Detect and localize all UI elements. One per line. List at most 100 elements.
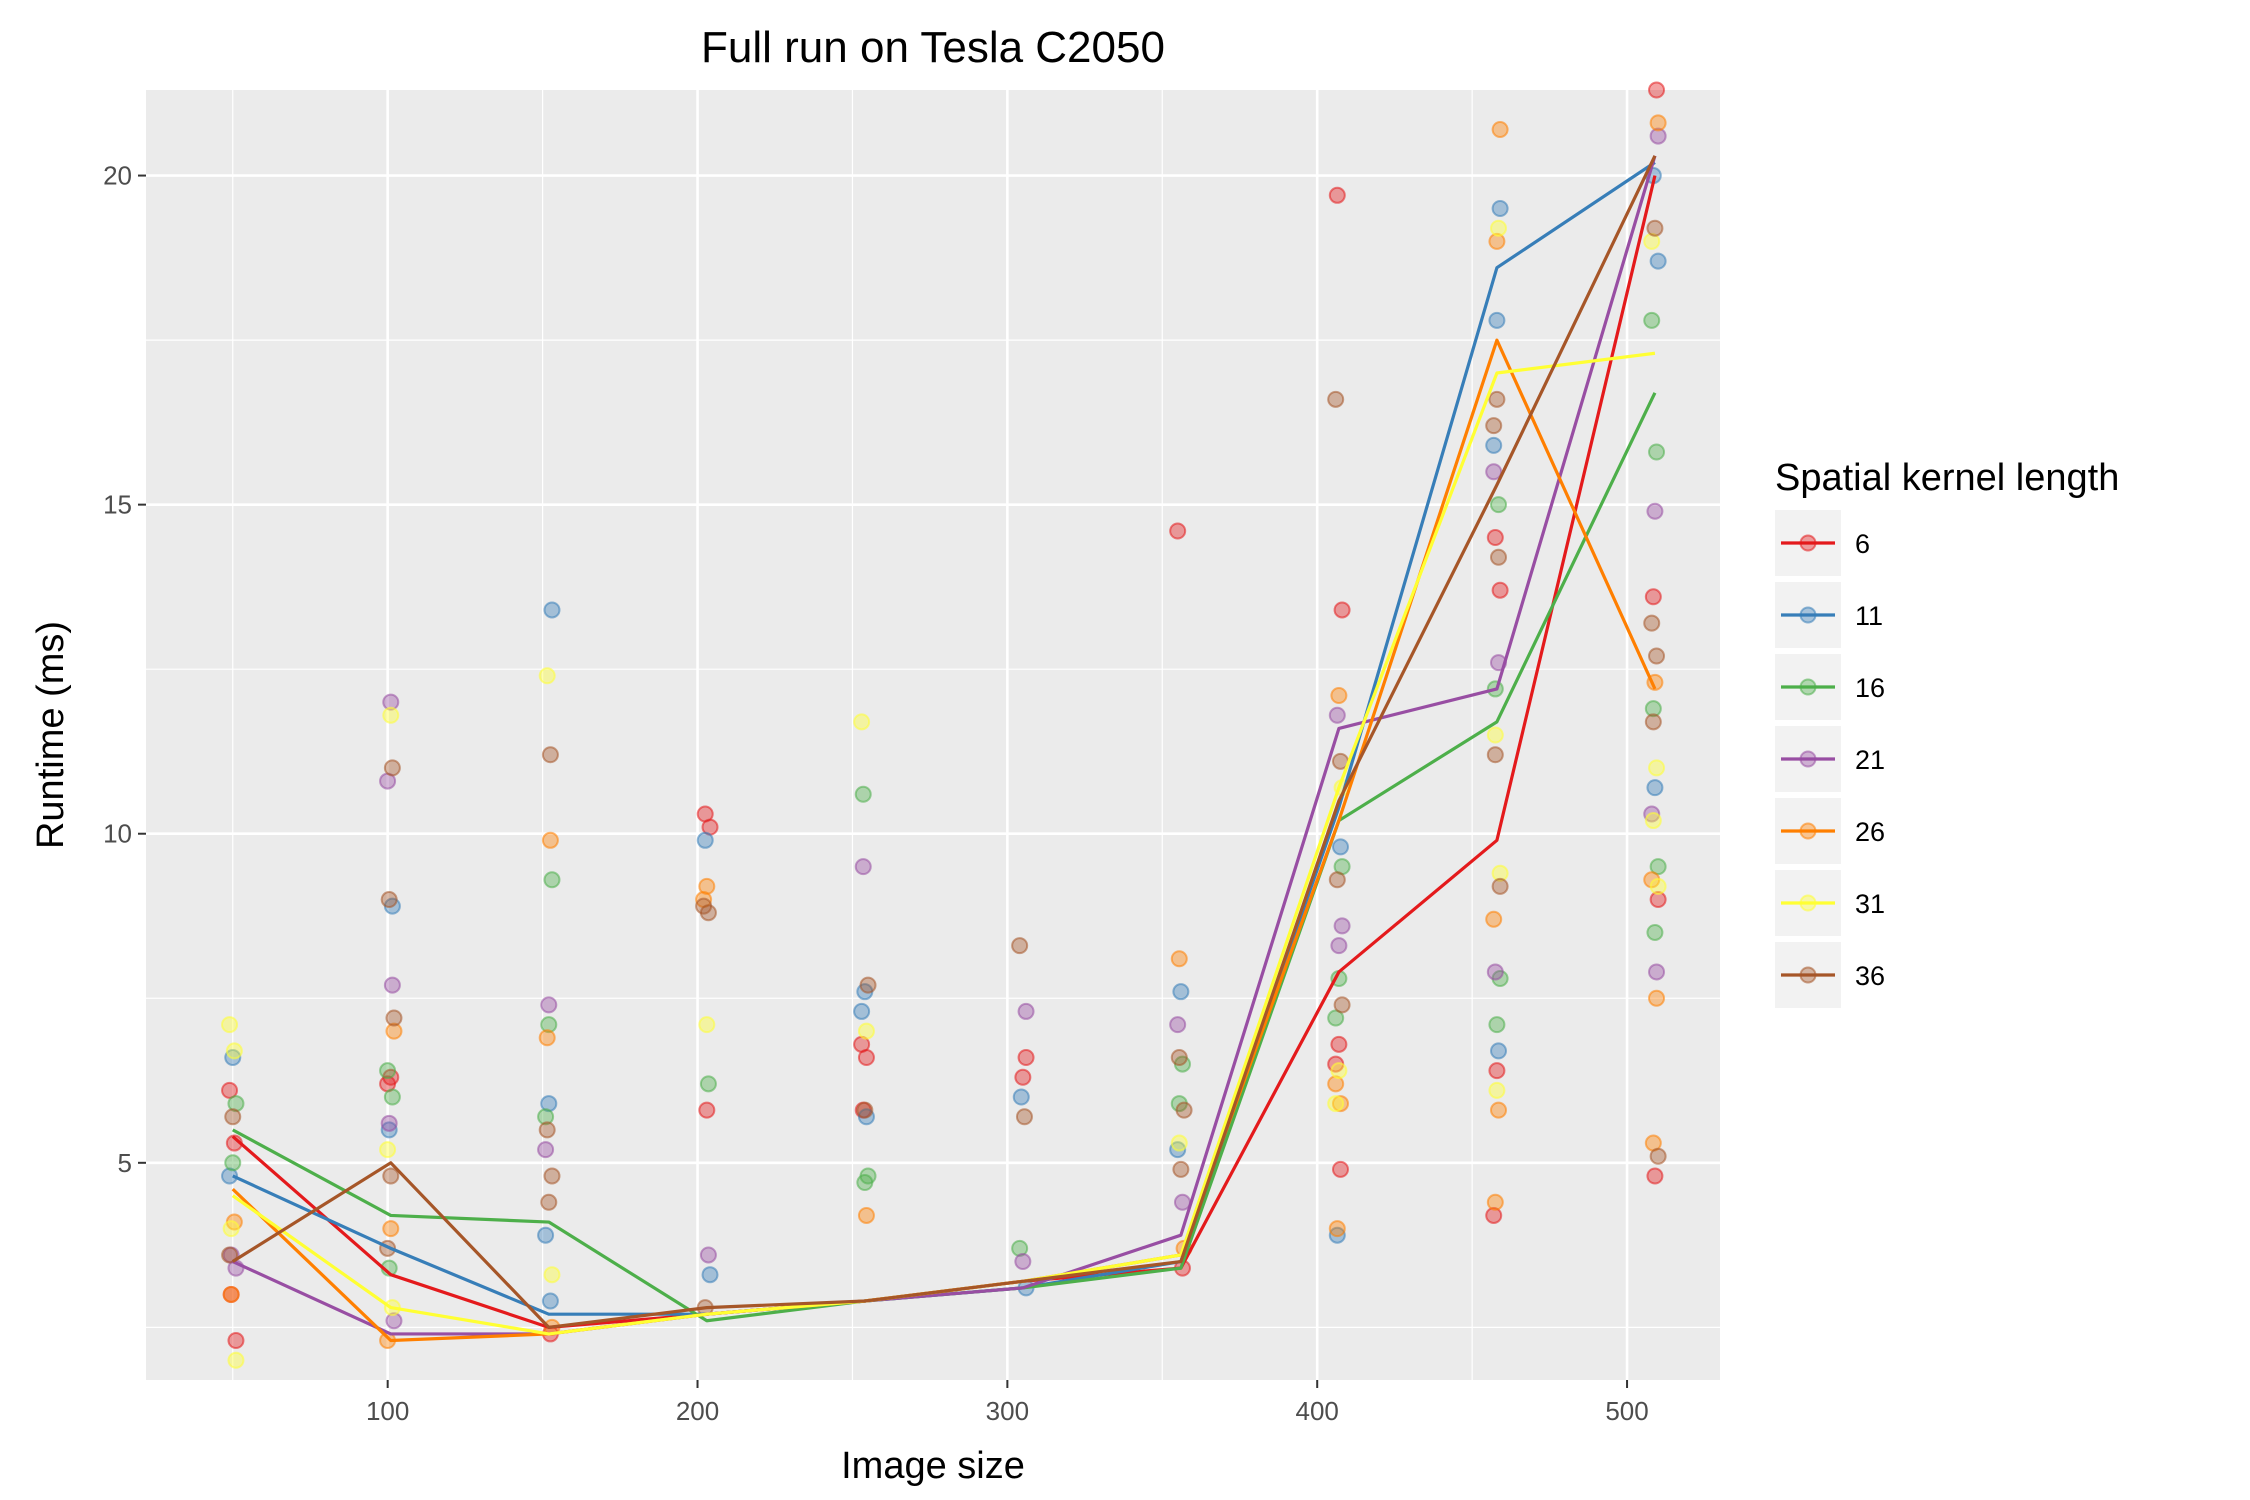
data-point bbox=[699, 1075, 717, 1093]
data-point bbox=[221, 1246, 239, 1264]
data-point bbox=[1490, 219, 1508, 237]
data-point bbox=[1644, 713, 1662, 731]
legend-key-point bbox=[1799, 678, 1817, 696]
data-point bbox=[1017, 1002, 1035, 1020]
legend-label: 11 bbox=[1855, 601, 1883, 631]
data-point bbox=[379, 1141, 397, 1159]
y-tick-label: 20 bbox=[103, 161, 132, 191]
data-point bbox=[853, 713, 871, 731]
data-point bbox=[382, 1220, 400, 1238]
series-line bbox=[231, 155, 1657, 1329]
data-point bbox=[1648, 647, 1666, 665]
data-point bbox=[540, 1193, 558, 1211]
data-point bbox=[696, 831, 714, 849]
data-point bbox=[1644, 588, 1662, 606]
legend-item: 6 bbox=[1775, 510, 1870, 576]
data-point bbox=[698, 1101, 716, 1119]
data-point bbox=[221, 1016, 239, 1034]
legend-item: 11 bbox=[1775, 582, 1883, 648]
x-axis-title: Image size bbox=[841, 1445, 1025, 1487]
x-tick-label: 300 bbox=[986, 1396, 1029, 1426]
series-line bbox=[232, 155, 1657, 1336]
data-point bbox=[1331, 1095, 1349, 1113]
x-tick-label: 100 bbox=[366, 1396, 409, 1426]
data-point bbox=[382, 706, 400, 724]
data-point bbox=[1649, 114, 1667, 132]
data-point bbox=[1485, 910, 1503, 928]
data-point bbox=[1485, 1206, 1503, 1224]
data-point bbox=[543, 1266, 561, 1284]
data-point bbox=[1646, 1167, 1664, 1185]
data-point bbox=[1173, 1193, 1191, 1211]
data-point bbox=[1648, 81, 1666, 99]
data-point bbox=[385, 1009, 403, 1027]
legend-label: 16 bbox=[1855, 673, 1885, 703]
data-point bbox=[1648, 443, 1666, 461]
data-point bbox=[383, 759, 401, 777]
data-point bbox=[537, 1226, 555, 1244]
data-point bbox=[1328, 1220, 1346, 1238]
data-points bbox=[221, 81, 1667, 1369]
data-point bbox=[383, 976, 401, 994]
data-point bbox=[543, 601, 561, 619]
legend-label: 21 bbox=[1855, 745, 1885, 775]
plot-panel bbox=[146, 90, 1720, 1380]
data-point bbox=[857, 1022, 875, 1040]
data-point bbox=[1649, 252, 1667, 270]
data-point bbox=[1646, 779, 1664, 797]
legend-item: 36 bbox=[1775, 942, 1885, 1008]
data-point bbox=[1646, 219, 1664, 237]
legend-key-point bbox=[1799, 966, 1817, 984]
data-point bbox=[383, 1088, 401, 1106]
data-point bbox=[538, 1121, 556, 1139]
data-point bbox=[1643, 614, 1661, 632]
data-point bbox=[224, 1108, 242, 1126]
chart-title: Full run on Tesla C2050 bbox=[701, 23, 1165, 72]
data-point bbox=[1491, 199, 1509, 217]
legend-item: 21 bbox=[1775, 726, 1885, 792]
data-point bbox=[1491, 864, 1509, 882]
x-tick-label: 400 bbox=[1296, 1396, 1339, 1426]
data-point bbox=[1328, 706, 1346, 724]
data-point bbox=[1333, 601, 1351, 619]
data-point bbox=[1330, 687, 1348, 705]
data-point bbox=[1649, 891, 1667, 909]
data-point bbox=[538, 1029, 556, 1047]
data-point bbox=[1488, 1016, 1506, 1034]
data-point bbox=[1649, 877, 1667, 895]
data-point bbox=[540, 1016, 558, 1034]
data-point bbox=[1172, 1160, 1190, 1178]
data-point bbox=[699, 904, 717, 922]
data-point bbox=[1490, 1101, 1508, 1119]
data-point bbox=[540, 996, 558, 1014]
data-point bbox=[1333, 996, 1351, 1014]
data-point bbox=[225, 1042, 243, 1060]
data-point bbox=[856, 1101, 874, 1119]
legend-label: 6 bbox=[1855, 529, 1870, 559]
legend-item: 16 bbox=[1775, 654, 1885, 720]
data-point bbox=[1649, 858, 1667, 876]
data-point bbox=[1017, 1049, 1035, 1066]
data-point bbox=[1328, 186, 1346, 204]
data-point bbox=[1014, 1068, 1032, 1086]
data-point bbox=[1490, 548, 1508, 566]
series-lines bbox=[231, 155, 1657, 1343]
legend-key-point bbox=[1799, 534, 1817, 552]
data-point bbox=[1012, 1088, 1030, 1106]
data-point bbox=[701, 1266, 719, 1284]
data-point bbox=[538, 667, 556, 685]
data-point bbox=[1486, 746, 1504, 764]
data-point bbox=[1486, 963, 1504, 981]
legend-item: 31 bbox=[1775, 870, 1885, 936]
data-point bbox=[543, 871, 561, 889]
data-point bbox=[382, 1167, 400, 1185]
data-point bbox=[1175, 1101, 1193, 1119]
y-axis-title: Runtime (ms) bbox=[30, 621, 72, 849]
data-point bbox=[1170, 950, 1188, 968]
data-point bbox=[1011, 1239, 1029, 1257]
data-point bbox=[1491, 877, 1509, 895]
data-point bbox=[1330, 1062, 1348, 1080]
data-point bbox=[1327, 1075, 1345, 1093]
data-point bbox=[227, 1095, 245, 1113]
